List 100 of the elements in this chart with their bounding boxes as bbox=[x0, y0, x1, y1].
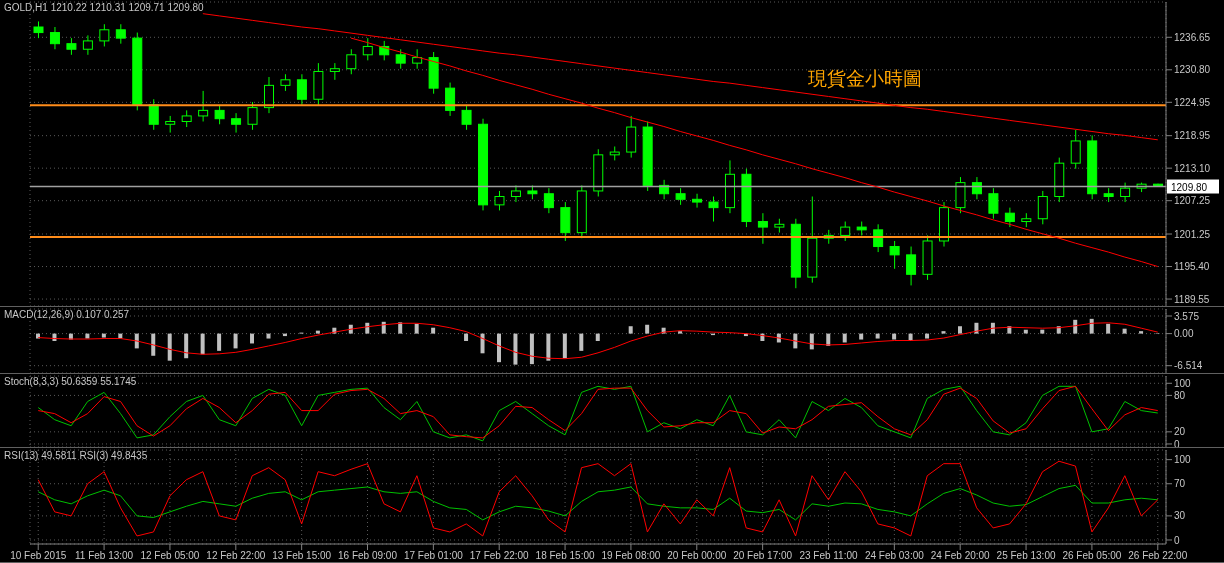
bar bbox=[250, 333, 255, 344]
bar bbox=[398, 322, 403, 334]
candlestick bbox=[873, 223, 884, 253]
candlestick bbox=[1070, 129, 1081, 170]
line-series bbox=[37, 322, 1159, 360]
bar bbox=[529, 333, 534, 365]
bar bbox=[464, 333, 469, 341]
bar bbox=[431, 327, 436, 334]
chart-title: Stoch(8,3,3) 50.6359 55.1745 bbox=[4, 376, 137, 387]
bar bbox=[925, 333, 930, 339]
candlestick bbox=[708, 196, 719, 223]
candlestick bbox=[395, 48, 406, 70]
bar bbox=[546, 333, 551, 361]
chart-title: MACD(12,26,9) 0.107 0.257 bbox=[4, 309, 130, 320]
y-tick-label: 1207.25 bbox=[1174, 195, 1211, 207]
candlestick bbox=[346, 48, 357, 75]
chart-title: GOLD,H1 1210.22 1210.31 1209.71 1209.80 bbox=[4, 2, 204, 13]
bar bbox=[315, 330, 320, 334]
y-tick-label: 1195.40 bbox=[1174, 261, 1210, 273]
candlestick bbox=[99, 23, 110, 47]
y-tick-label: 0 bbox=[1174, 438, 1180, 450]
bar bbox=[1122, 328, 1127, 334]
x-tick-label: 20 Feb 17:00 bbox=[733, 550, 793, 562]
candlestick bbox=[971, 176, 982, 200]
x-tick-label: 17 Feb 22:00 bbox=[469, 550, 530, 562]
bar bbox=[414, 323, 419, 334]
x-tick-label: 12 Feb 22:00 bbox=[206, 550, 266, 562]
candlestick bbox=[445, 82, 456, 117]
candlestick bbox=[543, 187, 554, 214]
candlestick bbox=[263, 76, 274, 114]
candlestick bbox=[82, 34, 93, 56]
bar bbox=[645, 324, 650, 334]
x-tick-label: 13 Feb 15:00 bbox=[272, 550, 332, 562]
bar bbox=[1106, 323, 1111, 334]
candlestick bbox=[757, 212, 768, 245]
x-tick-label: 20 Feb 00:00 bbox=[667, 550, 727, 562]
line-series bbox=[37, 484, 1159, 521]
candlestick bbox=[115, 23, 126, 45]
y-tick-label: 3.575 bbox=[1174, 310, 1200, 322]
candlestick bbox=[198, 90, 209, 122]
y-tick-label: 1189.55 bbox=[1174, 293, 1210, 305]
candlestick bbox=[231, 112, 242, 134]
x-tick-label: 11 Feb 13:00 bbox=[74, 550, 134, 562]
y-tick-label: -6.514 bbox=[1174, 360, 1203, 372]
bar bbox=[1073, 319, 1078, 334]
x-tick-label: 17 Feb 01:00 bbox=[403, 550, 464, 562]
bar bbox=[957, 326, 962, 334]
bar bbox=[167, 333, 172, 361]
y-tick-label: 1213.10 bbox=[1174, 162, 1211, 174]
line-series bbox=[202, 13, 1159, 141]
bar bbox=[678, 331, 683, 334]
x-tick-label: 12 Feb 05:00 bbox=[140, 550, 200, 562]
candlestick bbox=[988, 187, 999, 220]
y-tick-label: 1201.25 bbox=[1174, 228, 1211, 240]
bar bbox=[217, 333, 222, 351]
candlestick bbox=[49, 26, 60, 50]
candlestick bbox=[362, 37, 373, 61]
x-tick-label: 24 Feb 03:00 bbox=[864, 550, 925, 562]
x-tick-label: 25 Feb 13:00 bbox=[996, 550, 1056, 562]
candlestick bbox=[461, 104, 472, 131]
candlestick bbox=[906, 246, 917, 286]
candlestick bbox=[840, 221, 851, 242]
bar bbox=[1139, 331, 1144, 334]
bar bbox=[595, 333, 600, 341]
y-tick-label: 1236.65 bbox=[1174, 31, 1211, 43]
x-tick-label: 18 Feb 15:00 bbox=[535, 550, 595, 562]
y-tick-label: 100 bbox=[1174, 454, 1192, 466]
candlestick bbox=[296, 73, 307, 106]
candlestick bbox=[148, 98, 159, 131]
y-tick-label: 20 bbox=[1174, 426, 1186, 438]
x-tick-label: 16 Feb 09:00 bbox=[338, 550, 398, 562]
candlestick bbox=[412, 48, 423, 70]
bar bbox=[941, 331, 946, 334]
bar bbox=[1023, 329, 1028, 334]
candlestick bbox=[889, 240, 900, 270]
bar bbox=[628, 326, 633, 334]
bar bbox=[513, 333, 518, 365]
bar bbox=[266, 333, 271, 339]
bar bbox=[1040, 329, 1045, 334]
y-tick-label: 1218.95 bbox=[1174, 130, 1211, 142]
x-tick-label: 10 Feb 2015 bbox=[10, 550, 67, 562]
ref-line-label: 1209.80 bbox=[1171, 181, 1208, 193]
candlestick bbox=[692, 193, 703, 209]
x-tick-label: 19 Feb 08:00 bbox=[601, 550, 661, 562]
bar bbox=[233, 333, 238, 349]
y-tick-label: 0.00 bbox=[1174, 328, 1194, 340]
candlestick bbox=[1004, 207, 1015, 228]
y-tick-label: 80 bbox=[1174, 389, 1186, 401]
candlestick bbox=[1120, 182, 1131, 203]
y-tick-label: 100 bbox=[1174, 377, 1192, 389]
bar bbox=[579, 333, 584, 351]
bar bbox=[842, 333, 847, 343]
line-series bbox=[350, 37, 1159, 268]
bar bbox=[184, 333, 189, 359]
candlestick bbox=[510, 184, 521, 203]
y-tick-label: 1224.95 bbox=[1174, 96, 1211, 108]
bar bbox=[859, 333, 864, 340]
x-tick-label: 23 Feb 11:00 bbox=[799, 550, 859, 562]
x-tick-label: 24 Feb 20:00 bbox=[930, 550, 991, 562]
candlestick bbox=[214, 104, 225, 125]
